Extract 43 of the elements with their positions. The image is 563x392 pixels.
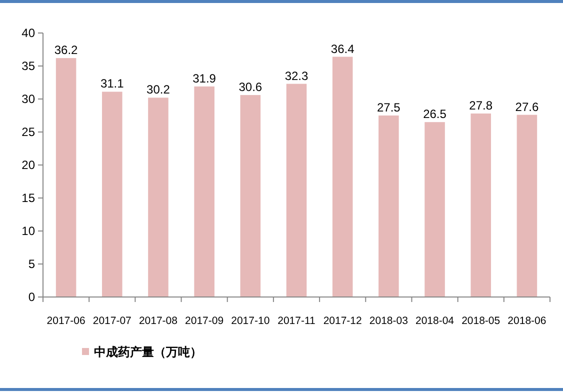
data-label: 26.5 (423, 107, 447, 122)
data-label: 36.4 (330, 42, 355, 56)
y-tick-label: 20 (22, 158, 36, 172)
data-label: 30.2 (146, 82, 170, 97)
bar (102, 92, 122, 297)
bar (56, 58, 76, 297)
bar (424, 122, 445, 297)
x-tick-label: 2017-08 (138, 315, 178, 327)
x-tick-label: 2017-10 (231, 315, 270, 327)
y-tick-label: 0 (28, 290, 36, 304)
x-tick-label: 2018-04 (416, 315, 454, 327)
bar (332, 56, 353, 297)
data-label: 27.5 (377, 100, 401, 114)
y-tick-label: 30 (22, 92, 36, 106)
x-tick-label: 2018-05 (462, 315, 500, 327)
x-tick-label: 2017-09 (185, 315, 224, 327)
bar (378, 116, 399, 297)
data-label: 27.6 (515, 100, 539, 114)
data-label: 30.6 (238, 80, 262, 94)
x-tick-label: 2017-07 (92, 315, 132, 327)
bar (286, 84, 307, 297)
x-tick-label: 2017-12 (323, 315, 362, 327)
data-label: 32.3 (284, 68, 308, 83)
data-label: 27.8 (469, 98, 493, 113)
y-tick-label: 5 (28, 257, 36, 272)
bar (148, 98, 168, 297)
bar (516, 114, 538, 297)
data-label: 31.1 (100, 76, 124, 91)
y-tick-label: 40 (22, 26, 36, 40)
x-tick-label: 2017-11 (278, 315, 316, 327)
x-tick-label: 2018-03 (369, 315, 408, 327)
x-tick-label: 2017-06 (46, 315, 86, 327)
y-tick-label: 25 (22, 125, 36, 140)
y-tick-label: 10 (22, 224, 36, 238)
bar (240, 95, 261, 297)
legend-label: 中成药产量（万吨） (94, 345, 202, 359)
data-label: 36.2 (54, 43, 78, 58)
y-tick-label: 15 (22, 191, 36, 206)
y-tick-label: 35 (22, 59, 36, 74)
x-tick-label: 2018-06 (508, 315, 546, 327)
data-label: 31.9 (192, 71, 216, 86)
bar (470, 114, 492, 297)
bar (194, 86, 214, 297)
